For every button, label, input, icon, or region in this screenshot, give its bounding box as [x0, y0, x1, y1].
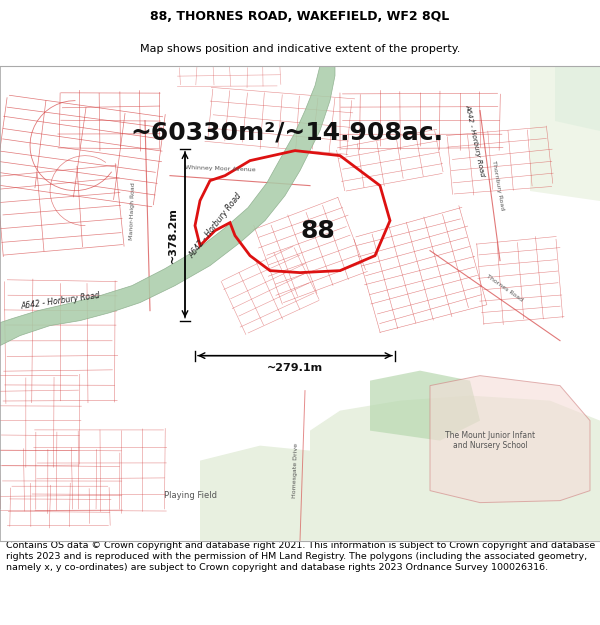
Polygon shape	[0, 66, 335, 346]
Text: Thornbury Road: Thornbury Road	[491, 161, 505, 211]
Text: Playing Field: Playing Field	[163, 491, 217, 500]
Polygon shape	[200, 446, 310, 541]
Text: A642 - Horbury Road: A642 - Horbury Road	[464, 104, 485, 178]
Text: Homesgate Drive: Homesgate Drive	[292, 443, 298, 498]
Text: 88, THORNES ROAD, WAKEFIELD, WF2 8QL: 88, THORNES ROAD, WAKEFIELD, WF2 8QL	[151, 10, 449, 23]
Text: Thornes Road: Thornes Road	[486, 274, 524, 303]
Polygon shape	[310, 396, 600, 541]
Text: The Mount Junior Infant
and Nursery School: The Mount Junior Infant and Nursery Scho…	[445, 431, 535, 451]
Text: 88: 88	[301, 219, 335, 243]
Polygon shape	[555, 66, 600, 131]
Text: A642 - Horbury Road: A642 - Horbury Road	[187, 191, 243, 260]
Polygon shape	[370, 371, 480, 441]
Text: ~60330m²/~14.908ac.: ~60330m²/~14.908ac.	[130, 121, 443, 144]
Text: Whinney Moor Avenue: Whinney Moor Avenue	[185, 165, 256, 172]
Text: A642 - Horbury Road: A642 - Horbury Road	[20, 291, 100, 311]
Polygon shape	[530, 66, 600, 201]
Text: Map shows position and indicative extent of the property.: Map shows position and indicative extent…	[140, 44, 460, 54]
Polygon shape	[430, 376, 590, 503]
Text: Manor-Haigh Road: Manor-Haigh Road	[130, 182, 137, 239]
Text: ~279.1m: ~279.1m	[267, 362, 323, 372]
Text: ~378.2m: ~378.2m	[168, 207, 178, 262]
Text: Contains OS data © Crown copyright and database right 2021. This information is : Contains OS data © Crown copyright and d…	[6, 541, 595, 572]
